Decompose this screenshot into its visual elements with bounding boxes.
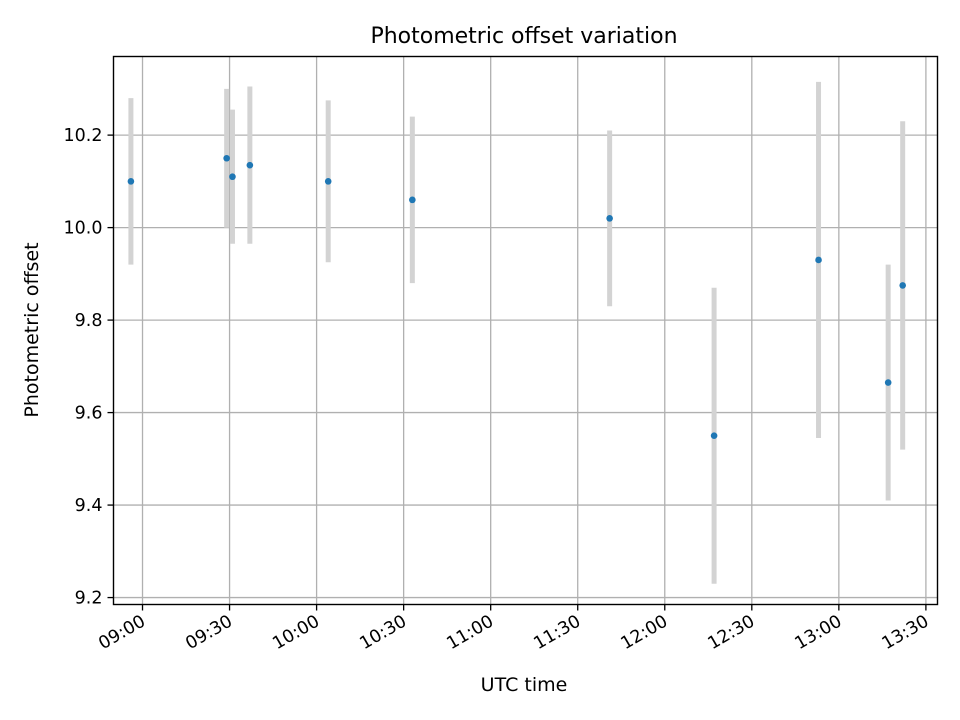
y-tick-label: 10.2	[64, 126, 103, 146]
data-point	[606, 215, 613, 222]
y-tick-label: 9.2	[75, 589, 103, 609]
tick-layer: 9.2 9.4 9.6 9.8 10.0 10.2 09:00 09:30 10:00 10:30…	[64, 126, 933, 654]
x-tick-label: 10:30	[356, 612, 410, 655]
x-tick-label: 11:30	[531, 612, 585, 655]
x-tick-label: 13:00	[792, 612, 846, 655]
y-tick-label: 9.4	[75, 496, 103, 516]
y-tick-label: 9.8	[75, 311, 103, 331]
x-tick-label: 09:30	[182, 612, 236, 655]
data-point	[815, 256, 822, 264]
x-axis-label: UTC time	[481, 674, 568, 696]
x-tick-label: 12:30	[705, 612, 759, 655]
data-point	[710, 432, 718, 440]
errorbar-layer	[128, 81, 906, 584]
data-point	[229, 173, 236, 181]
plot-frame	[112, 55, 939, 606]
x-tick-label: 09:00	[95, 612, 149, 655]
grid-layer	[113, 56, 938, 605]
x-tick-label: 13:30	[879, 612, 933, 655]
y-tick-label: 10.0	[64, 219, 103, 239]
data-point	[324, 178, 332, 185]
chart-title: Photometric offset variation	[370, 24, 677, 49]
x-tick-label: 11:00	[444, 612, 498, 655]
data-point	[223, 154, 230, 162]
data-point	[899, 282, 906, 289]
y-tick-label: 9.6	[75, 404, 103, 424]
data-point	[884, 379, 892, 386]
data-point	[246, 161, 254, 169]
data-point	[127, 178, 135, 185]
x-tick-label: 10:00	[269, 612, 323, 655]
data-point	[409, 196, 416, 204]
point-layer	[127, 154, 906, 440]
x-tick-label: 12:00	[618, 612, 672, 655]
y-axis-label: Photometric offset	[21, 242, 43, 417]
